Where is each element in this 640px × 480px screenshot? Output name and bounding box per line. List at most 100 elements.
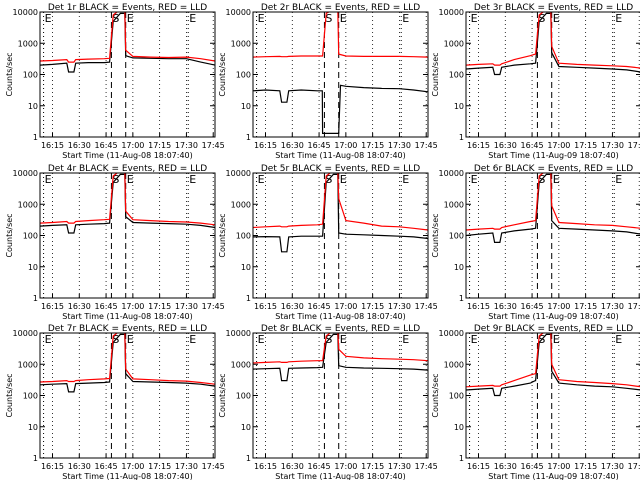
x-tick-label: 16:15 (41, 141, 64, 150)
chart-title: Det 3r BLACK = Events, RED = LLD (474, 3, 633, 13)
plot-frame (39, 11, 216, 138)
plot-frame (465, 11, 640, 138)
y-tick-label: 1000 (231, 200, 251, 209)
x-axis-label: Start Time (11-Aug-08 18:07:40) (275, 312, 406, 321)
x-axis-label: Start Time (11-Aug-08 18:07:40) (62, 472, 193, 480)
x-axis-label: Start Time (11-Aug-08 18:07:40) (62, 312, 193, 321)
x-tick-label: 17:15 (148, 462, 171, 471)
marker-label: E (127, 333, 134, 346)
marker-label: E (471, 333, 478, 346)
marker-label: E (471, 12, 478, 25)
y-tick-label: 100 (23, 232, 38, 241)
plot-frame (39, 332, 216, 459)
y-tick-label: 1000 (231, 360, 251, 369)
x-tick-label: 16:45 (95, 302, 118, 311)
y-tick-label: 10 (28, 423, 38, 432)
y-tick-label: 1000 (444, 39, 464, 48)
y-tick-label: 10 (28, 263, 38, 272)
x-tick-label: 17:45 (415, 302, 438, 311)
x-tick-label: 17:15 (361, 302, 384, 311)
x-tick-label: 17:00 (547, 141, 570, 150)
x-tick-label: 17:30 (175, 302, 198, 311)
y-tick-label: 1 (246, 133, 251, 142)
plot-frame (252, 11, 429, 138)
x-tick-label: 17:30 (601, 141, 624, 150)
y-tick-label: 10000 (226, 8, 251, 17)
x-tick-label: 16:30 (494, 462, 517, 471)
x-axis-label: Start Time (11-Aug-08 18:07:40) (275, 151, 406, 160)
x-tick-label: 16:45 (95, 141, 118, 150)
x-tick-label: 16:45 (521, 141, 544, 150)
x-tick-label: 17:15 (574, 462, 597, 471)
x-tick-label: 16:15 (467, 302, 490, 311)
marker-label: E (258, 173, 265, 186)
y-tick-label: 1000 (18, 360, 38, 369)
marker-label: S (325, 12, 332, 25)
y-axis-label: Counts/sec (431, 373, 440, 417)
x-tick-label: 17:30 (388, 462, 411, 471)
series-line (40, 12, 215, 63)
y-tick-label: 10 (28, 102, 38, 111)
marker-label: E (402, 173, 409, 186)
marker-label: E (402, 12, 409, 25)
marker-label: E (340, 173, 347, 186)
y-axis-label: Counts/sec (218, 373, 227, 417)
x-tick-label: 17:15 (574, 302, 597, 311)
y-tick-label: 10000 (439, 329, 464, 338)
y-tick-label: 1 (246, 294, 251, 303)
chart-title: Det 6r BLACK = Events, RED = LLD (474, 164, 633, 174)
y-axis-label: Counts/sec (5, 52, 14, 96)
x-tick-label: 16:15 (41, 462, 64, 471)
series-line (253, 12, 428, 58)
marker-label: E (45, 12, 52, 25)
y-tick-label: 1 (459, 454, 464, 463)
y-tick-label: 10000 (226, 169, 251, 178)
marker-label: E (471, 173, 478, 186)
x-tick-label: 17:45 (628, 462, 640, 471)
y-tick-label: 10000 (226, 329, 251, 338)
y-axis-label: Counts/sec (431, 213, 440, 257)
y-tick-label: 10 (241, 263, 251, 272)
x-axis-label: Start Time (11-Aug-08 18:07:40) (275, 472, 406, 480)
x-tick-label: 16:30 (494, 141, 517, 150)
series-line (40, 333, 215, 385)
marker-label: E (45, 173, 52, 186)
x-tick-label: 16:15 (254, 302, 277, 311)
y-tick-label: 100 (236, 71, 251, 80)
x-tick-label: 16:30 (68, 462, 91, 471)
y-tick-label: 10 (454, 263, 464, 272)
x-tick-label: 17:00 (334, 462, 357, 471)
x-tick-label: 17:45 (202, 141, 225, 150)
marker-label: E (189, 333, 196, 346)
x-tick-label: 17:00 (121, 141, 144, 150)
chart-title: Det 8r BLACK = Events, RED = LLD (261, 324, 420, 334)
marker-label: E (258, 333, 265, 346)
y-tick-label: 1 (459, 133, 464, 142)
marker-label: E (258, 12, 265, 25)
series-line (466, 333, 640, 388)
marker-label: E (189, 173, 196, 186)
plot-frame (39, 172, 216, 299)
x-tick-label: 16:15 (41, 302, 64, 311)
marker-label: E (340, 12, 347, 25)
y-tick-label: 1000 (18, 39, 38, 48)
x-tick-label: 17:00 (547, 302, 570, 311)
x-tick-label: 16:45 (308, 141, 331, 150)
y-axis-label: Counts/sec (5, 373, 14, 417)
plot-frame (465, 332, 640, 459)
y-tick-label: 1000 (231, 39, 251, 48)
chart-title: Det 1r BLACK = Events, RED = LLD (48, 3, 207, 13)
y-tick-label: 1 (33, 454, 38, 463)
x-tick-label: 16:15 (254, 141, 277, 150)
y-tick-label: 1 (459, 294, 464, 303)
x-tick-label: 17:45 (202, 462, 225, 471)
marker-label: E (127, 12, 134, 25)
x-tick-label: 17:45 (628, 141, 640, 150)
